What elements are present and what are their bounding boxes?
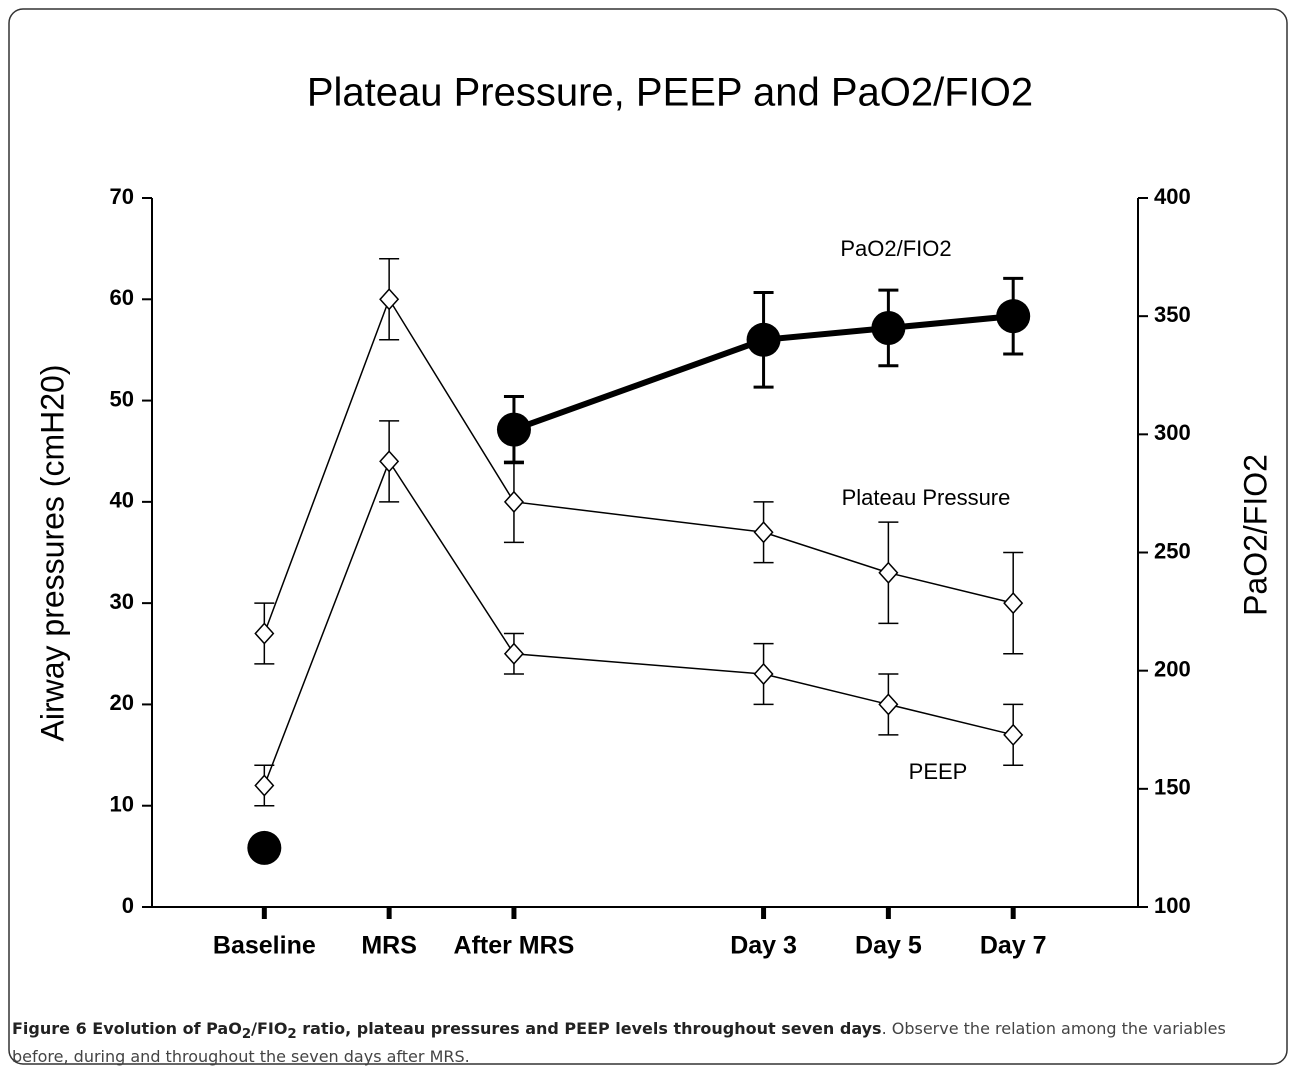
- series-line: [263, 459, 1014, 786]
- point: [996, 299, 1031, 334]
- caption-title: ratio, plateau pressures and PEEP levels…: [296, 1019, 882, 1038]
- caption-title: Evolution of PaO: [92, 1019, 242, 1038]
- point: [496, 412, 531, 447]
- series-line: [512, 313, 1014, 433]
- y2-tick-label: 300: [1154, 420, 1191, 445]
- x-tick-label: Day 3: [730, 932, 797, 960]
- y-axis-label: Airway pressures (cmH20): [34, 365, 70, 742]
- x-tick-label: After MRS: [454, 932, 575, 960]
- y-tick-label: 10: [110, 792, 134, 817]
- y-tick-label: 40: [110, 488, 134, 513]
- y2-tick-label: 200: [1154, 656, 1191, 681]
- point: [379, 288, 400, 311]
- point: [1003, 592, 1024, 615]
- caption-title: /FIO: [251, 1019, 288, 1038]
- point: [871, 310, 906, 345]
- frame: [8, 8, 1288, 1065]
- y2-tick-label: 100: [1154, 893, 1191, 918]
- caption-title: 2: [287, 1027, 297, 1043]
- point: [503, 490, 524, 513]
- caption-text: . Observe the relation among the variabl…: [12, 1019, 1226, 1067]
- point: [753, 521, 774, 544]
- point: [247, 830, 282, 865]
- y-tick-label: 0: [122, 893, 134, 918]
- y2-axis-label: PaO2/FIO2: [1237, 454, 1273, 616]
- caption-label: Figure 6: [12, 1019, 87, 1038]
- point: [379, 450, 400, 473]
- y-tick-label: 20: [110, 690, 134, 715]
- y2-tick-label: 150: [1154, 775, 1191, 800]
- point: [746, 322, 781, 357]
- y-tick-label: 60: [110, 285, 134, 310]
- y-tick-label: 30: [110, 589, 134, 614]
- point: [1003, 723, 1024, 746]
- x-tick-label: Baseline: [213, 932, 316, 960]
- point: [254, 774, 275, 797]
- series-label: Plateau Pressure: [842, 485, 1011, 510]
- y2-tick-label: 400: [1154, 184, 1191, 209]
- chart-title: Plateau Pressure, PEEP and PaO2/FIO2: [307, 71, 1033, 115]
- y2-tick-label: 350: [1154, 302, 1191, 327]
- y2-tick-label: 250: [1154, 538, 1191, 563]
- x-tick-label: MRS: [361, 932, 417, 960]
- caption-title: 2: [241, 1027, 252, 1043]
- x-tick-label: Day 7: [980, 932, 1047, 960]
- point: [878, 561, 899, 584]
- series-label: PEEP: [909, 759, 968, 784]
- point: [878, 693, 899, 716]
- point: [254, 622, 275, 645]
- point: [753, 662, 774, 686]
- y-tick-label: 70: [110, 184, 134, 209]
- series-label: PaO2/FIO2: [840, 236, 951, 261]
- y-tick-label: 50: [110, 386, 134, 411]
- point: [503, 642, 524, 665]
- x-tick-label: Day 5: [855, 932, 922, 960]
- caption: Figure 6 Evolution of PaO2/FIO2 ratio, p…: [12, 1018, 1278, 1068]
- series-line: [263, 297, 1014, 634]
